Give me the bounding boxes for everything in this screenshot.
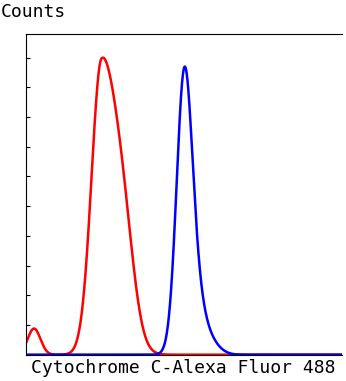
X-axis label: Cytochrome C-Alexa Fluor 488: Cytochrome C-Alexa Fluor 488 (31, 359, 336, 377)
Text: Counts: Counts (0, 3, 66, 21)
